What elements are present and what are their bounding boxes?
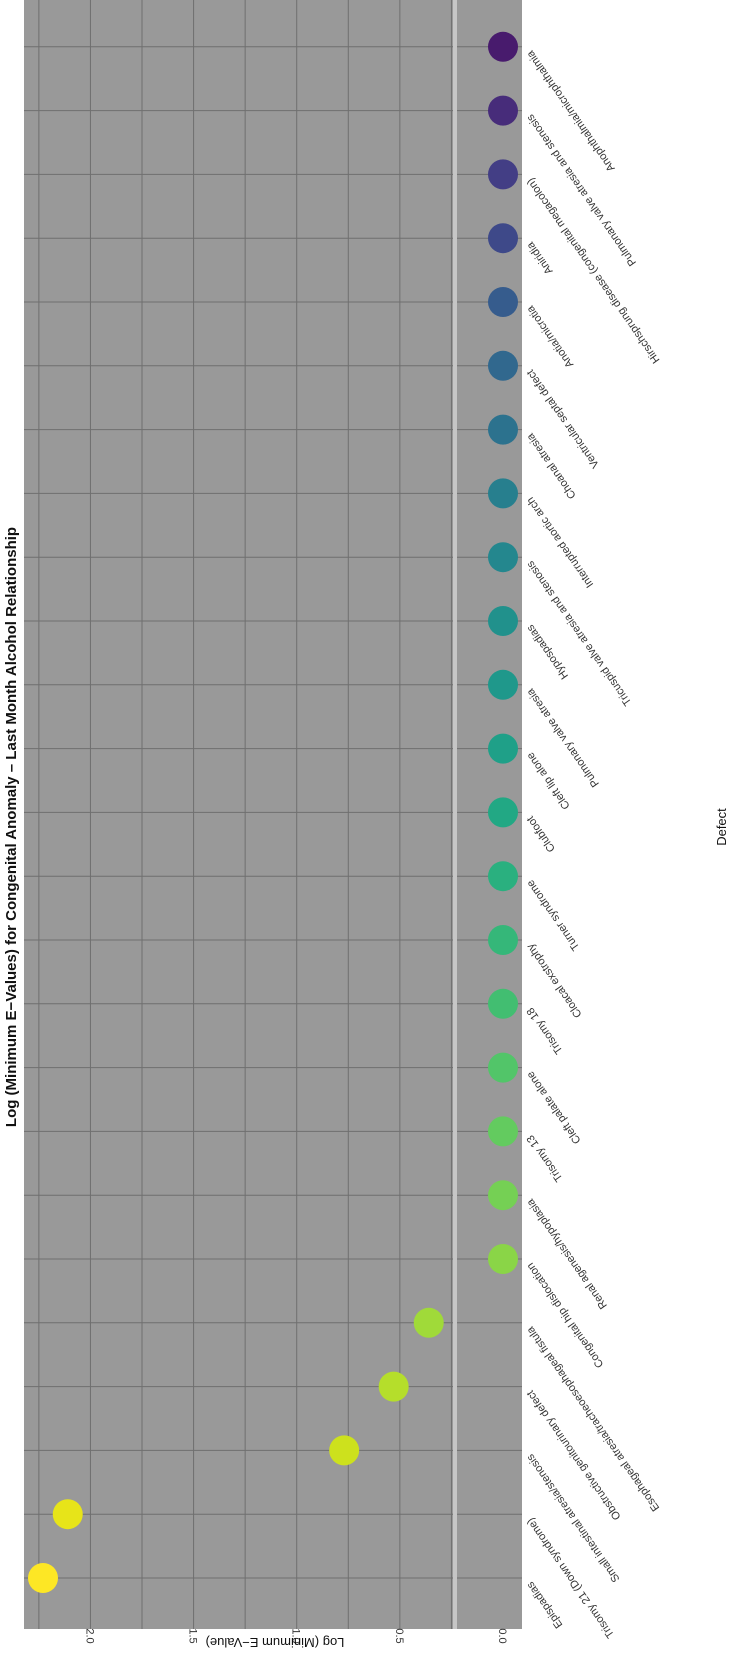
data-point [378,1371,409,1402]
x-tick-label: Small intestinal atresia/stenosis [524,1451,622,1584]
y-axis-label: Log (Minimum E−Value) [206,1635,345,1650]
x-tick-label: Anophthalmia/microphthalmia [524,47,617,173]
y-tick-label: 1.0 [290,1628,302,1643]
chart-title: Log (Minimum E−Values) for Congenital An… [3,527,20,1127]
x-tick-label: Trisomy 13 [525,1133,566,1184]
y-tick-label: 0.0 [496,1628,508,1643]
x-tick-label: Renal agenesis/hypoplasia [524,1196,610,1311]
data-point [488,542,518,573]
data-point [329,1435,360,1466]
x-tick-label: Cleft lip alone [525,750,573,811]
x-tick-label: Epispadias [524,1579,565,1630]
x-tick-label: Trisomy 18 [525,1005,566,1056]
x-tick-label: Anotia/microtia [524,303,576,370]
data-point [488,733,518,764]
data-point [28,1563,58,1593]
data-point [488,159,518,190]
data-point [488,606,518,636]
data-point [488,1052,518,1083]
data-point [488,287,518,317]
y-tick-label: 0.5 [393,1628,405,1643]
data-point [52,1499,83,1530]
data-point [488,1116,518,1147]
data-points [28,31,518,1593]
x-tick-label: Obstructive genitourinary defect [525,1388,624,1522]
y-tick-label: 1.5 [187,1628,199,1643]
x-tick-label: Aniridia [524,239,555,277]
data-point [488,861,518,892]
x-tick-label: Trisomy 21 (Down syndrome) [525,1515,617,1640]
data-point [488,478,518,509]
data-point [488,350,518,381]
x-tick-label: Clubfoot [525,814,558,854]
x-tick-label: Hypospadias [524,622,571,681]
data-point [488,414,518,445]
y-tick-label: 2.0 [83,1628,95,1643]
y-tick-labels: 0.0 0.5 1.0 1.5 2.0 [83,1628,508,1643]
data-point [488,669,518,700]
x-tick-label: Congenital hip dislocation [525,1260,607,1370]
data-point [488,95,518,126]
data-point [413,1307,444,1338]
data-point [488,988,518,1019]
data-point [488,223,518,254]
x-tick-label: Turner syndrome [525,877,583,952]
data-point [488,1244,518,1274]
data-point [488,797,518,828]
data-point [488,31,518,62]
data-point [488,925,518,955]
x-axis-label: Defect [714,808,729,846]
data-point [488,1180,518,1211]
plot-panel [24,0,522,1629]
